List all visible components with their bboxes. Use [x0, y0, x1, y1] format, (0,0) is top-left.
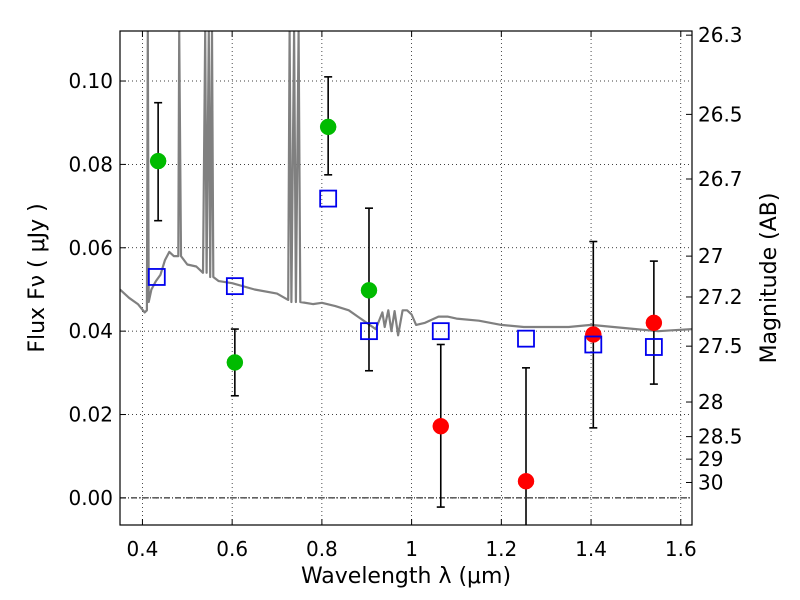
y-tick-label: 0.06: [68, 236, 113, 260]
y2-tick-label: 26.5: [698, 102, 743, 126]
x-tick-label: 0.4: [127, 537, 159, 561]
y2-tick-label: 28.5: [698, 425, 743, 449]
y2-tick-label: 26.7: [698, 167, 743, 191]
axis-ticks: 0.4 0.6 0.8 1 1.2 1.4 1.6 0.00 0.02 0.04 0.06 0.08 0…: [68, 23, 742, 561]
y2-axis-label: Magnitude (AB): [757, 193, 782, 364]
model-photometry-square: [319, 189, 338, 208]
model-photometry-square: [431, 322, 450, 341]
x-tick-label: 0.6: [216, 537, 248, 561]
model-photometry-square: [517, 329, 535, 348]
y-tick-label: 0.02: [68, 403, 113, 427]
y-tick-label: 0.10: [68, 69, 113, 93]
y2-tick-label: 27.2: [698, 285, 743, 309]
y2-tick-label: 29: [698, 447, 723, 471]
model-spectrum: [120, 31, 692, 337]
data-point-detected: [319, 118, 337, 136]
model-spectrum-line: [120, 31, 692, 337]
x-tick-label: 1.6: [665, 537, 697, 561]
y2-tick-label: 27.5: [698, 334, 743, 358]
data-point-non-detected: [585, 326, 602, 343]
data-point-detected: [149, 152, 167, 170]
y-tick-label: 0.00: [68, 486, 113, 510]
x-tick-label: 1: [405, 537, 418, 561]
data-point-detected: [226, 354, 244, 371]
y2-tick-label: 28: [698, 390, 723, 414]
y-tick-label: 0.04: [68, 319, 113, 343]
x-axis-label: Wavelength λ (μm): [301, 564, 511, 589]
model-photometry-square: [147, 268, 166, 286]
model-photometry-square: [644, 338, 663, 356]
y2-tick-label: 26.3: [698, 23, 743, 47]
y-axis-label: Flux Fν ( μJy ): [25, 203, 50, 352]
error-bars: [154, 76, 658, 525]
y2-tick-label: 30: [698, 470, 723, 494]
x-tick-label: 1.2: [485, 537, 517, 561]
data-point-non-detected: [645, 314, 663, 332]
model-photometry-square: [584, 335, 603, 354]
x-tick-label: 0.8: [306, 537, 338, 561]
x-tick-label: 1.4: [575, 537, 607, 561]
y-tick-label: 0.08: [68, 152, 113, 176]
model-photometry-square: [360, 322, 378, 341]
plot-frame: [119, 30, 693, 526]
data-point-non-detected: [517, 472, 535, 490]
data-markers: [147, 118, 663, 490]
model-photometry-square: [225, 277, 244, 296]
data-point-detected: [360, 282, 378, 299]
y2-tick-label: 27: [698, 244, 723, 268]
data-point-non-detected: [432, 417, 450, 435]
